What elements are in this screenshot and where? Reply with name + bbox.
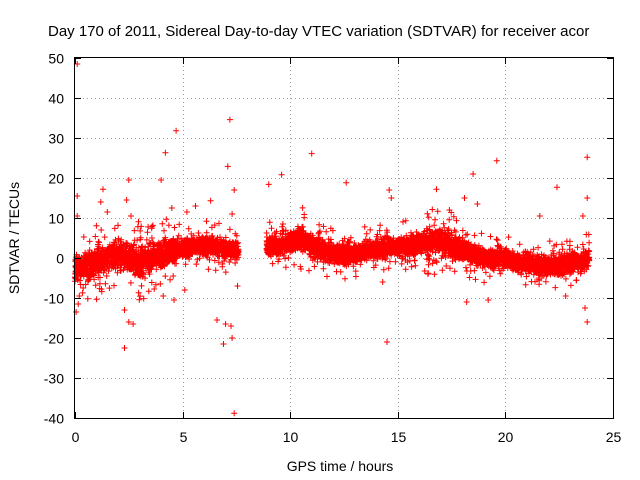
sdtvar-outlier-point [104,209,111,215]
sdtvar-outlier-point [228,323,234,329]
chart-title: Day 170 of 2011, Sidereal Day-to-day VTE… [48,23,589,40]
sdtvar-point-cloud [72,204,593,303]
sdtvar-outlier-point [386,187,393,193]
sdtvar-outlier-point [384,339,390,345]
sdtvar-outlier-point [75,301,82,307]
sdtvar-outlier-point [265,181,272,188]
sdtvar-outlier-point [100,186,106,193]
sdtvar-outlier-point [130,321,137,327]
y-tick-label: -40 [44,411,64,427]
x-tick-label: 10 [283,429,299,445]
y-tick-label: -10 [44,291,64,307]
x-tick-label: 20 [498,429,514,445]
sdtvar-outlier-point [214,317,220,323]
sdtvar-outlier-point [584,154,591,161]
sdtvar-outlier-point [229,211,236,217]
grid-lines [75,58,613,418]
sdtvar-outlier-point [433,186,440,193]
sdtvar-outlier-point [424,271,431,277]
y-tick-label: 10 [48,211,64,227]
y-tick-label: 20 [48,171,64,187]
plot-frame [74,57,614,419]
sdtvar-outlier-point [379,279,386,285]
sdtvar-outlier-point [181,287,188,293]
sdtvar-outlier-point [171,297,177,303]
sdtvar-outlier-point [584,195,591,201]
sdtvar-outlier-point [121,307,128,313]
sdtvar-outlier-point [128,213,134,219]
sdtvar-outlier-point [470,171,477,177]
sdtvar-outlier-point [224,163,231,170]
y-tick-label: 40 [48,91,64,107]
y-tick-label: 30 [48,131,64,147]
sdtvar-outlier-point [562,293,569,299]
sdtvar-outlier-point [231,410,238,417]
data-points [72,61,593,417]
sdtvar-outlier-point [123,197,130,203]
x-tick-label: 5 [180,429,188,445]
sdtvar-outlier-point [125,177,132,183]
sdtvar-outlier-point [74,193,81,199]
sdtvar-outlier-point [579,213,586,219]
sdtvar-outlier-point [222,321,229,327]
y-axis-label: SDTVAR / TECUs [6,182,22,294]
sdtvar-outlier-point [121,345,128,351]
sdtvar-outlier-point [160,293,167,299]
sdtvar-outlier-point [207,197,214,204]
y-tick-label: 0 [56,251,64,267]
sdtvar-outlier-point [97,199,104,205]
y-tick-label: -20 [44,331,64,347]
sdtvar-outlier-point [485,297,492,303]
sdtvar-outlier-point [168,205,175,211]
sdtvar-outlier-point [554,184,560,191]
x-tick-label: 0 [72,429,80,445]
sdtvar-outlier-point [278,171,285,178]
y-tick-label: 50 [48,51,64,67]
y-tick-label: -30 [44,371,64,387]
sdtvar-outlier-point [234,283,241,289]
sdtvar-outlier-point [446,207,453,213]
sdtvar-outlier-point [231,187,238,193]
sdtvar-outlier-point [582,305,588,311]
sdtvar-outlier-point [183,209,190,215]
sdtvar-outlier-point [343,179,350,186]
x-tick-label: 25 [606,429,622,445]
sdtvar-outlier-point [536,213,543,219]
y-axis: -40 -30 -20 -10 0 10 20 30 40 50 [44,51,613,427]
sdtvar-outlier-point [158,177,165,183]
sdtvar-outlier-point [229,335,236,341]
sdtvar-outlier-point [162,149,169,156]
x-tick-label: 15 [391,429,407,445]
sdtvar-outlier-point [493,157,500,164]
sdtvar-outlier-point [308,150,315,157]
x-axis-label: GPS time / hours [287,458,394,474]
sdtvar-outlier-point [461,195,468,201]
x-axis: 0 5 10 15 20 25 [72,58,622,445]
sdtvar-outlier-point [584,319,591,325]
sdtvar-outlier-point [463,299,470,305]
sdtvar-outlier-point [125,319,132,325]
sdtvar-outlier-point [474,201,481,207]
sdtvar-outlier-point [226,116,233,123]
sdtvar-outlier-point [173,127,180,134]
sdtvar-outlier-point [220,341,227,347]
sdtvar-outlier-point [388,195,395,201]
sdtvar-outlier-point [192,203,199,209]
